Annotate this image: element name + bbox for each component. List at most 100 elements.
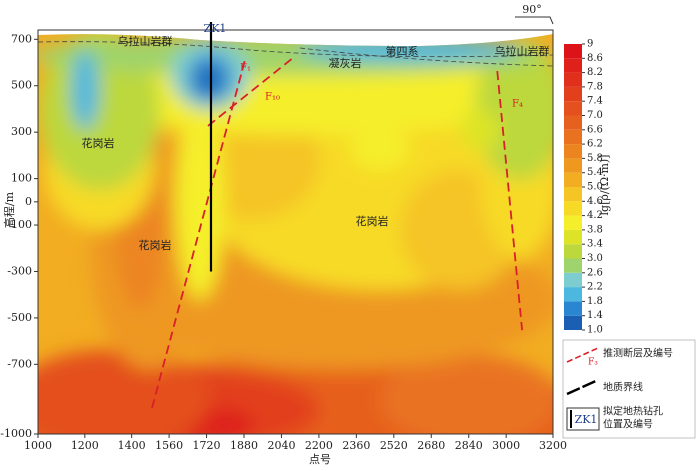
colorbar-band — [564, 244, 582, 259]
colorbar-tick-label: 1.8 — [587, 296, 603, 307]
colorbar-band — [564, 44, 582, 59]
legend-label: 推测断层及编号 — [603, 347, 673, 360]
annotation: 花岗岩 — [82, 136, 115, 150]
y-tick-label: 100 — [11, 172, 32, 185]
y-tick-label: -100 — [7, 218, 32, 231]
orientation-label: 90° — [522, 3, 542, 16]
y-axis-label: 高程/m — [2, 191, 16, 228]
colorbar-band — [564, 229, 582, 245]
colorbar-tick-label: 3.8 — [587, 224, 603, 235]
geo-boundary — [299, 47, 554, 67]
plot-frame — [37, 29, 554, 435]
colorbar-band — [564, 201, 582, 216]
colorbar-tick-label: 2.6 — [587, 267, 603, 278]
colorbar-band — [564, 115, 582, 130]
field-zone — [350, 130, 410, 170]
field-zone — [175, 100, 225, 300]
x-axis-label: 点号 — [309, 453, 331, 466]
y-tick-label: -300 — [7, 264, 32, 277]
colorbar-band — [564, 315, 582, 330]
fault-label: F₁₀ — [265, 92, 280, 103]
annotation: 乌拉山岩群 — [118, 34, 173, 48]
borehole-label: ZK1 — [204, 22, 227, 35]
annotation: 乌拉山岩群 — [495, 44, 550, 58]
legend-label: 拟定地热钻孔 — [603, 405, 663, 418]
colorbar-band — [564, 158, 582, 173]
x-tick-label: 2520 — [380, 439, 408, 452]
legend-fault-symbol — [566, 347, 599, 363]
resistivity-field — [38, 34, 553, 434]
x-tick-label: 1400 — [118, 439, 146, 452]
x-tick-label: 1720 — [193, 439, 221, 452]
x-tick-label: 2040 — [267, 439, 295, 452]
colorbar-tick-label: 7.8 — [587, 81, 603, 92]
field-zone — [198, 68, 218, 92]
y-tick-label: -500 — [7, 311, 32, 324]
colorbar-tick-label: 5.4 — [587, 167, 603, 178]
x-tick-label: 2360 — [342, 439, 370, 452]
colorbar-band — [564, 258, 582, 273]
fault-label: F₁ — [240, 63, 251, 74]
field-zone — [380, 355, 553, 434]
annotation: 第四系 — [386, 44, 419, 58]
colorbar-tick-label: 9 — [587, 39, 593, 50]
legend-symbol-text: F₃ — [588, 358, 598, 368]
y-tick-label: -700 — [7, 357, 32, 370]
colorbar-tick-label: 8.6 — [587, 53, 603, 64]
colorbar-tick-label: 4.6 — [587, 196, 603, 207]
y-tick-label: -1000 — [0, 427, 32, 440]
colorbar-label: lg[ρ/(Ω·m)] — [598, 155, 611, 216]
legend-symbol-text: ZK1 — [575, 413, 598, 426]
fault-line — [207, 55, 296, 127]
colorbar-band — [564, 58, 582, 73]
colorbar-tick-label: 3.0 — [587, 253, 603, 264]
fault-line — [151, 59, 247, 409]
colorbar-tick-label: 8.2 — [587, 67, 603, 78]
colorbar-band — [564, 101, 582, 116]
colorbar-tick-label: 7.0 — [587, 110, 603, 121]
colorbar-tick-label: 1.4 — [587, 310, 603, 321]
x-tick-label: 2200 — [305, 439, 333, 452]
geo-boundary — [37, 41, 554, 58]
x-tick-label: 1880 — [230, 439, 258, 452]
colorbar-band — [564, 72, 582, 87]
x-tick-label: 2840 — [455, 439, 483, 452]
fault-label: F₄ — [512, 99, 523, 110]
colorbar-tick-label: 2.2 — [587, 282, 603, 293]
colorbar-band — [564, 287, 582, 302]
colorbar-tick-label: 7.4 — [587, 96, 603, 107]
y-tick-label: 700 — [11, 32, 32, 45]
x-tick-label: 1000 — [24, 439, 52, 452]
colorbar-tick-label: 5.0 — [587, 182, 603, 193]
field-zone — [38, 350, 210, 434]
colorbar-band — [564, 272, 582, 288]
colorbar-band — [564, 187, 582, 202]
y-tick-label: 500 — [11, 79, 32, 92]
colorbar-band — [564, 172, 582, 187]
legend-boundary-symbol — [566, 378, 599, 396]
colorbar-tick-label: 5.8 — [587, 153, 603, 164]
orientation-mark — [515, 16, 554, 25]
annotation: 凝灰岩 — [329, 56, 362, 70]
x-tick-label: 1200 — [71, 439, 99, 452]
legend-label: 位置及编号 — [603, 418, 653, 431]
x-tick-label: 2680 — [417, 439, 445, 452]
colorbar-tick-label: 4.2 — [587, 210, 603, 221]
field-blobs — [38, 34, 553, 434]
colorbar-band — [564, 215, 582, 230]
field-zone — [460, 110, 500, 150]
legend-borehole-symbol — [566, 407, 600, 431]
legend-label: 地质界线 — [603, 381, 643, 394]
fault-line — [496, 71, 523, 331]
x-tick-label: 3000 — [492, 439, 520, 452]
annotation: 花岗岩 — [139, 238, 172, 252]
annotation: 花岗岩 — [356, 214, 389, 228]
colorbar-band — [564, 86, 582, 102]
colorbar-band — [564, 301, 582, 316]
y-tick-label: 300 — [11, 125, 32, 138]
colorbar-tick-label: 1.0 — [587, 325, 603, 336]
colorbar-tick-label: 6.2 — [587, 139, 603, 150]
field-zone — [71, 50, 99, 130]
colorbar-band — [564, 129, 582, 145]
